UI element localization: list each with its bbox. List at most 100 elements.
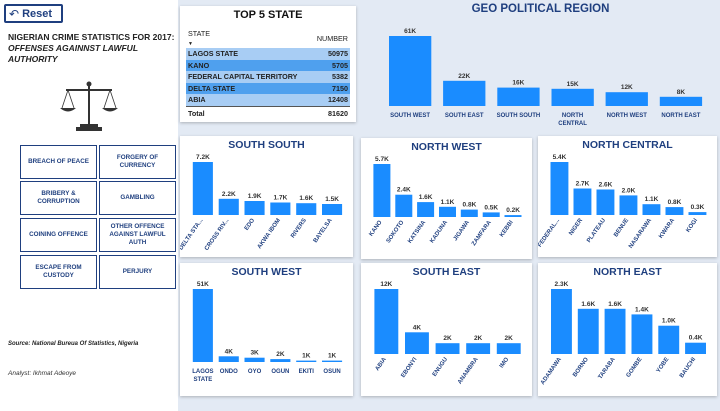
column-header-number[interactable]: NUMBER <box>316 33 348 43</box>
north-west-chart[interactable]: NORTH WEST 5.7K KANO 2.4K SOKOTO 1.6K KATSINA… <box>361 138 532 259</box>
bar[interactable] <box>218 198 239 215</box>
bar[interactable] <box>482 212 500 217</box>
bar[interactable] <box>322 360 343 362</box>
bar[interactable] <box>405 332 429 354</box>
category-label: NORTH EAST <box>661 113 700 119</box>
data-label: 0.2K <box>506 207 520 214</box>
category-label: BAUCHI <box>679 356 697 379</box>
bar[interactable] <box>374 289 399 354</box>
category-label: NORTH WEST <box>607 113 648 119</box>
bar[interactable] <box>577 308 599 354</box>
source-note: Source: National Bureua Of Statistics, N… <box>8 341 139 347</box>
offense-other-lawful-auth[interactable]: OTHER OFFENCE AGAINST LAWFUL AUTH <box>99 218 176 252</box>
bar[interactable] <box>270 202 291 216</box>
category-label: RIVERS <box>290 218 308 240</box>
bar[interactable] <box>658 325 680 354</box>
data-label: 4K <box>413 324 422 331</box>
analyst-note: Analyst: Ikhmat Adeoye <box>8 370 77 377</box>
offense-escape-from-custody[interactable]: ESCAPE FROM CUSTODY <box>20 255 97 289</box>
total-value: 81620 <box>311 105 350 120</box>
data-label: 4K <box>225 348 234 355</box>
category-label: OYO <box>248 369 262 375</box>
data-label: 16K <box>512 80 524 87</box>
category-label: KANO <box>368 219 383 237</box>
bar[interactable] <box>596 189 615 216</box>
bar[interactable] <box>550 162 569 215</box>
number-cell: 5382 <box>311 71 350 83</box>
bar[interactable] <box>604 308 626 354</box>
bar[interactable] <box>605 92 648 106</box>
data-label: 12K <box>380 281 392 288</box>
data-label: 12K <box>621 84 633 91</box>
bar[interactable] <box>460 209 478 217</box>
table-row[interactable]: LAGOS STATE 50975 <box>186 48 350 60</box>
bar[interactable] <box>435 343 460 354</box>
category-label: SOUTH EAST <box>445 113 484 119</box>
south-east-chart[interactable]: SOUTH EAST 12K ABIA 4K EBONYI 2K ENUGU 2K ANAMB… <box>361 263 532 396</box>
bar[interactable] <box>417 202 435 217</box>
column-header-state[interactable]: STATE ▼ <box>188 29 211 47</box>
state-cell: LAGOS STATE <box>186 48 312 60</box>
state-cell: DELTA STATE <box>186 82 312 94</box>
bar[interactable] <box>466 343 491 354</box>
bar[interactable] <box>270 359 291 362</box>
table-row[interactable]: ABIA 12408 <box>186 94 350 106</box>
bar[interactable] <box>443 80 486 106</box>
bar[interactable] <box>688 212 707 215</box>
south-south-plot: 7.2K DELTA STA... 2.2K CROSS RIV... 1.9K EDO 1… <box>180 154 343 252</box>
offense-forgery-of-currency[interactable]: FORGERY OF CURRENCY <box>99 145 176 179</box>
bar[interactable] <box>373 164 391 217</box>
category-label: KEBBI <box>499 219 515 238</box>
category-label: SOUTH SOUTH <box>497 113 541 119</box>
north-central-chart[interactable]: NORTH CENTRAL 5.4K FEDERAL... 2.7K NIGER 2.6… <box>538 136 717 257</box>
data-label: 2.6K <box>599 182 613 189</box>
total-row: Total 81620 <box>186 105 350 120</box>
offense-breach-of-peace[interactable]: BREACH OF PEACE <box>20 145 97 179</box>
data-label: 1.6K <box>299 195 313 202</box>
bar[interactable] <box>551 289 572 354</box>
bar[interactable] <box>496 343 521 354</box>
bar[interactable] <box>439 206 456 217</box>
data-label: 0.8K <box>668 199 682 206</box>
geo-political-region-chart[interactable]: GEO POLITICAL REGION 61K SOUTH WEST 22K SOU… <box>361 0 720 131</box>
bar[interactable] <box>218 356 239 362</box>
bar[interactable] <box>192 289 213 362</box>
bar[interactable] <box>192 162 213 215</box>
south-south-chart[interactable]: SOUTH SOUTH 7.2K DELTA STA... 2.2K CROSS RI… <box>180 136 353 257</box>
category-label: DELTA STA... <box>180 217 205 251</box>
bar[interactable] <box>631 314 653 354</box>
bar[interactable] <box>296 360 317 362</box>
data-label: 22K <box>458 73 470 80</box>
bar[interactable] <box>389 36 432 106</box>
bar[interactable] <box>296 203 317 215</box>
state-cell: FEDERAL CAPITAL TERRITORY <box>186 71 312 83</box>
category-label: TARABA <box>598 356 618 380</box>
table-row[interactable]: FEDERAL CAPITAL TERRITORY 5382 <box>186 71 350 83</box>
category-label: NORTH CENTRAL <box>558 113 587 127</box>
data-label: 1.6K <box>419 194 433 201</box>
bar[interactable] <box>659 96 703 106</box>
offense-gambling[interactable]: GAMBLING <box>99 181 176 215</box>
bar[interactable] <box>244 357 265 362</box>
offense-coining[interactable]: COINING OFFENCE <box>20 218 97 252</box>
bar[interactable] <box>642 204 661 215</box>
data-label: 2K <box>474 335 483 342</box>
bar[interactable] <box>504 215 522 217</box>
category-label: ABIA <box>375 356 389 372</box>
table-row[interactable]: KANO 5705 <box>186 59 350 71</box>
reset-button[interactable]: ↶ Reset <box>4 4 63 23</box>
bar[interactable] <box>244 201 265 215</box>
bar[interactable] <box>619 195 638 215</box>
bar[interactable] <box>322 204 343 215</box>
bar[interactable] <box>395 194 413 217</box>
south-west-chart[interactable]: SOUTH WEST 51K LAGOS STATE 4K ONDO 3K OYO 2K OGU… <box>180 263 353 396</box>
bar[interactable] <box>497 87 540 106</box>
bar[interactable] <box>573 188 592 216</box>
bar[interactable] <box>551 88 594 106</box>
bar[interactable] <box>665 207 684 215</box>
bar[interactable] <box>685 342 706 354</box>
offense-bribery-corruption[interactable]: BRIBERY & CORRUPTION <box>20 181 97 215</box>
offense-perjury[interactable]: PERJURY <box>99 255 176 289</box>
north-east-chart[interactable]: NORTH EAST 2.3K ADAMAWA 1.6K BORNO 1.6K TARAB… <box>538 263 717 396</box>
table-row[interactable]: DELTA STATE 7150 <box>186 82 350 94</box>
